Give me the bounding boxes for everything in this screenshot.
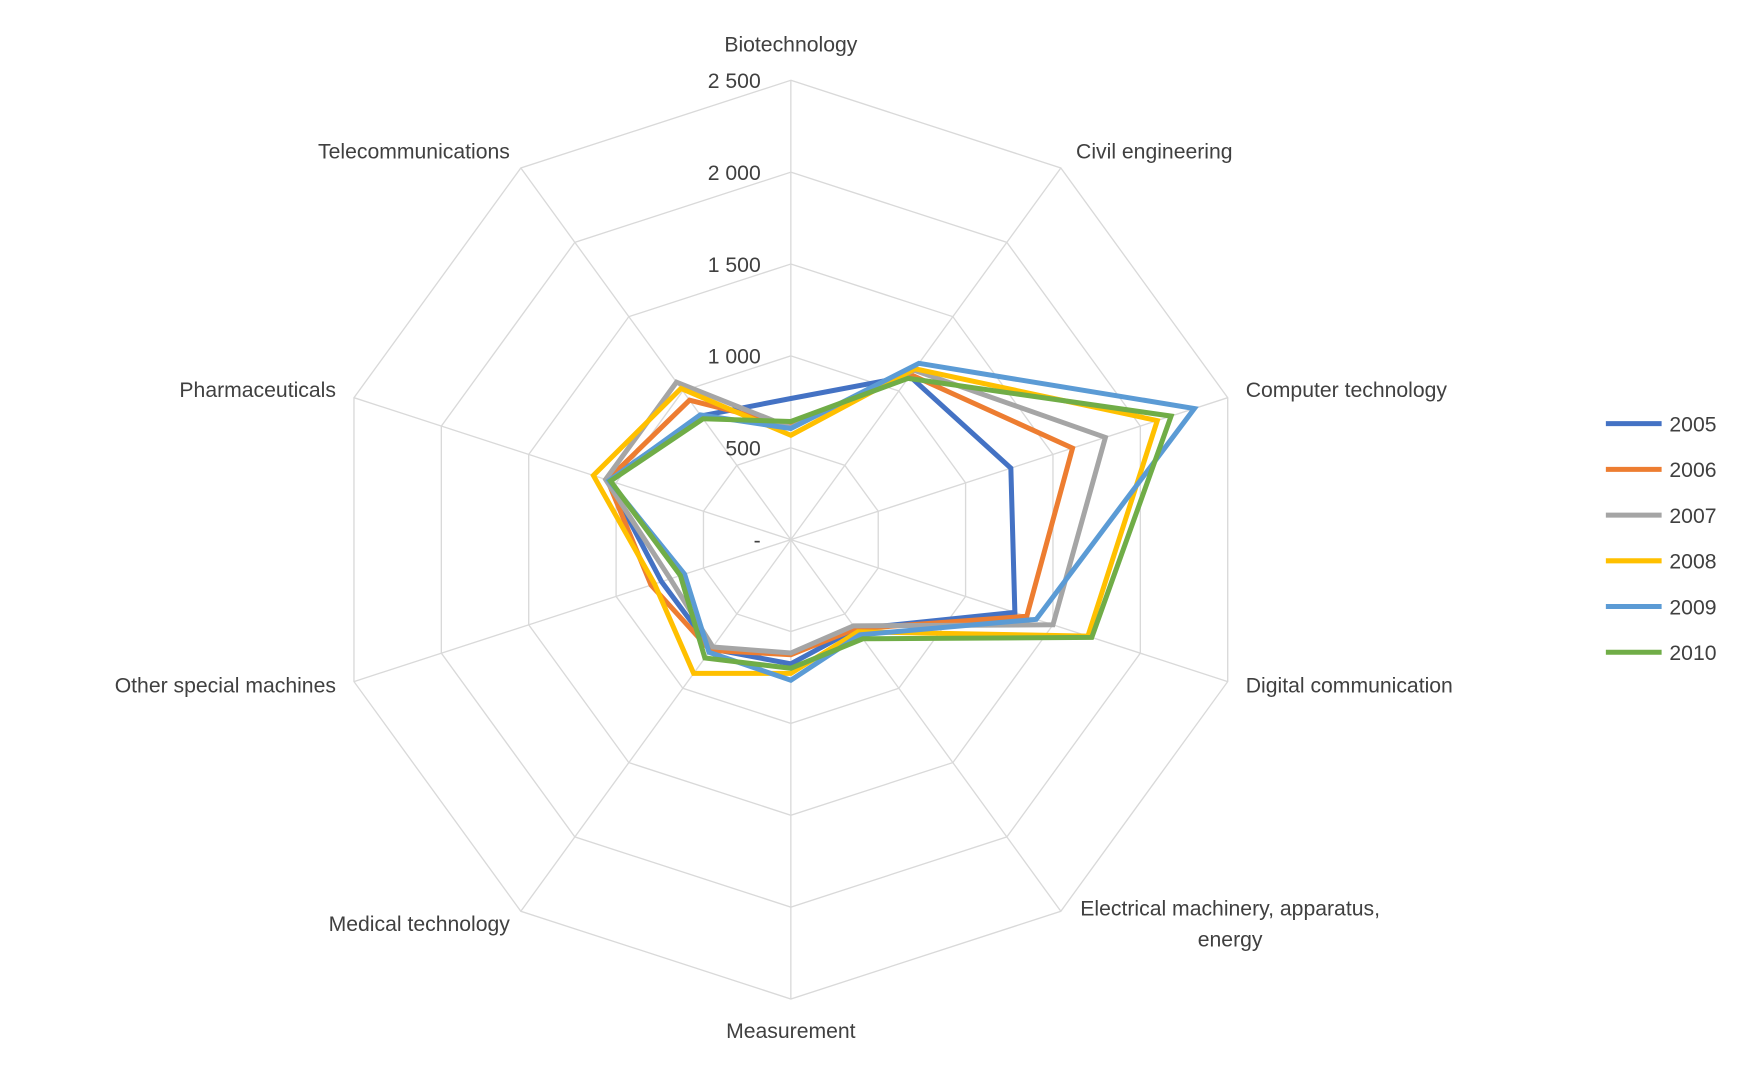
category-label: Biotechnology: [724, 33, 857, 56]
tick-label: 1 500: [708, 254, 761, 277]
legend-label: 2010: [1669, 642, 1716, 665]
tick-label: 1 000: [708, 346, 761, 369]
category-label: Measurement: [726, 1020, 856, 1043]
category-label: energy: [1198, 929, 1263, 952]
grid-spoke: [353, 397, 792, 541]
grid-spoke: [520, 539, 792, 912]
category-label: Computer technology: [1246, 379, 1448, 402]
legend-label: 2009: [1669, 596, 1716, 619]
legend: 2005 2006 2007 2008 2009 2010: [1605, 413, 1717, 665]
grid-spoke: [790, 167, 1062, 541]
legend-label: 2006: [1669, 459, 1716, 482]
category-label: Telecommunications: [318, 140, 510, 163]
tick-label: 500: [725, 438, 760, 461]
category-label: Other special machines: [115, 674, 336, 697]
grid-spoke: [353, 538, 792, 683]
series-lines: [590, 360, 1199, 683]
legend-label: 2005: [1669, 413, 1716, 436]
legend-label: 2008: [1669, 551, 1716, 574]
radial-tick-labels: - 500 1 000 1 500 2 000 2 500: [708, 70, 761, 552]
tick-label: 2 000: [708, 162, 761, 185]
category-label: Electrical machinery, apparatus,: [1080, 897, 1380, 920]
tick-label: 2 500: [708, 70, 761, 93]
category-label: Pharmaceuticals: [179, 379, 336, 402]
category-labels: Biotechnology Civil engineering Computer t…: [115, 33, 1453, 1043]
category-label: Civil engineering: [1076, 140, 1233, 163]
tick-label: -: [754, 529, 761, 552]
legend-label: 2007: [1669, 505, 1716, 528]
category-label: Digital communication: [1246, 674, 1453, 697]
grid-spoke: [790, 539, 1062, 912]
category-label: Medical technology: [329, 913, 511, 936]
grid-spoke: [520, 167, 792, 541]
